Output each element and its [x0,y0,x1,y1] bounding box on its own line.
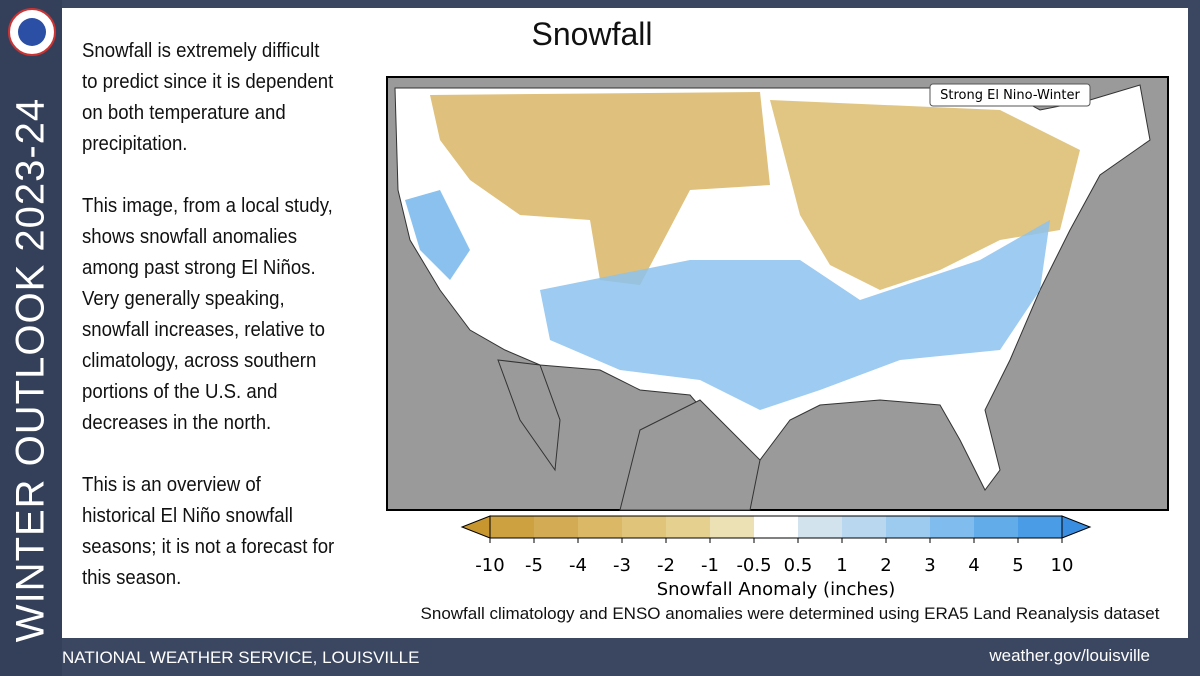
colorbar-segment [534,516,578,538]
colorbar-tick-label: -10 [475,555,504,576]
colorbar-segment [974,516,1018,538]
colorbar-tick-label: 3 [924,555,935,576]
colorbar-segment [578,516,622,538]
text-line: Very generally speaking, [82,288,285,310]
colorbar-tick-label: -2 [657,555,675,576]
nws-logo [8,8,56,56]
colorbar-tick-label: -4 [569,555,587,576]
mexico [497,359,761,511]
text-line: This image, from a local study, [82,195,333,217]
text-line: Snowfall is extremely difficult [82,40,320,62]
colorbar-segment [798,516,842,538]
footer-right: weather.gov/louisville [989,646,1150,665]
anomaly-west [405,190,470,280]
footer-left: NATIONAL WEATHER SERVICE, LOUISVILLE [62,648,420,667]
text-line: to predict since it is dependent [82,71,334,93]
colorbar-segment [710,516,754,538]
colorbar-tick-label: 4 [968,555,979,576]
colorbar-tick-label: 1 [836,555,847,576]
text-line: among past strong El Niños. [82,257,316,279]
text-line: portions of the U.S. and [82,381,278,403]
colorbar-tick-label: 2 [880,555,891,576]
colorbar-segment [754,516,798,538]
colorbar-segment [666,516,710,538]
colorbar-segment [622,516,666,538]
colorbar-segment [490,516,534,538]
text-line: This is an overview of [82,474,261,496]
caption: Snowfall climatology and ENSO anomalies … [420,604,1160,623]
body-text: Snowfall is extremely difficult to predic… [82,36,353,625]
anomaly-east [770,100,1080,290]
colorbar-segment [886,516,930,538]
colorbar-over [1061,515,1092,539]
colorbar-tick-label: -5 [525,555,543,576]
paragraph: This is an overview of historical El Niño… [82,470,353,594]
colorbar-under [460,515,491,539]
map-label: Strong El Nino-Winter [940,88,1080,103]
text-line: decreases in the north. [82,412,272,434]
text-line: shows snowfall anomalies [82,226,298,248]
colorbar-tick-label: -0.5 [736,555,771,576]
anomaly-north [430,92,770,285]
colorbar-segment [1018,516,1062,538]
text-line: seasons; it is not a forecast for [82,536,335,558]
colorbar-tick-label: 5 [1012,555,1023,576]
footer: NATIONAL WEATHER SERVICE, LOUISVILLE wea… [62,640,1188,676]
text-line: historical El Niño snowfall [82,505,293,527]
paragraph: This image, from a local study, shows sno… [82,191,353,439]
text-line: this season. [82,567,182,589]
text-line: precipitation. [82,133,188,155]
text-line: snowfall increases, relative to [82,319,325,341]
map-label-box [929,83,1091,107]
colorbar-tick-label: 10 [1051,555,1074,576]
text-line: climatology, across southern [82,350,317,372]
slide-title: Snowfall [531,16,653,52]
colorbar-tick-label: -3 [613,555,631,576]
colorbar-label: Snowfall Anomaly (inches) [657,579,896,600]
colorbar-segment [842,516,886,538]
colorbar-segment [930,516,974,538]
paragraph: Snowfall is extremely difficult to predic… [82,36,353,160]
colorbar-tick-label: -1 [701,555,719,576]
text-line: on both temperature and [82,102,286,124]
anomaly-south [540,220,1050,410]
sidebar: WINTER OUTLOOK 2023-24 [0,0,62,676]
colorbar-tick-label: 0.5 [784,555,813,576]
colorbar-frame [489,515,1063,539]
